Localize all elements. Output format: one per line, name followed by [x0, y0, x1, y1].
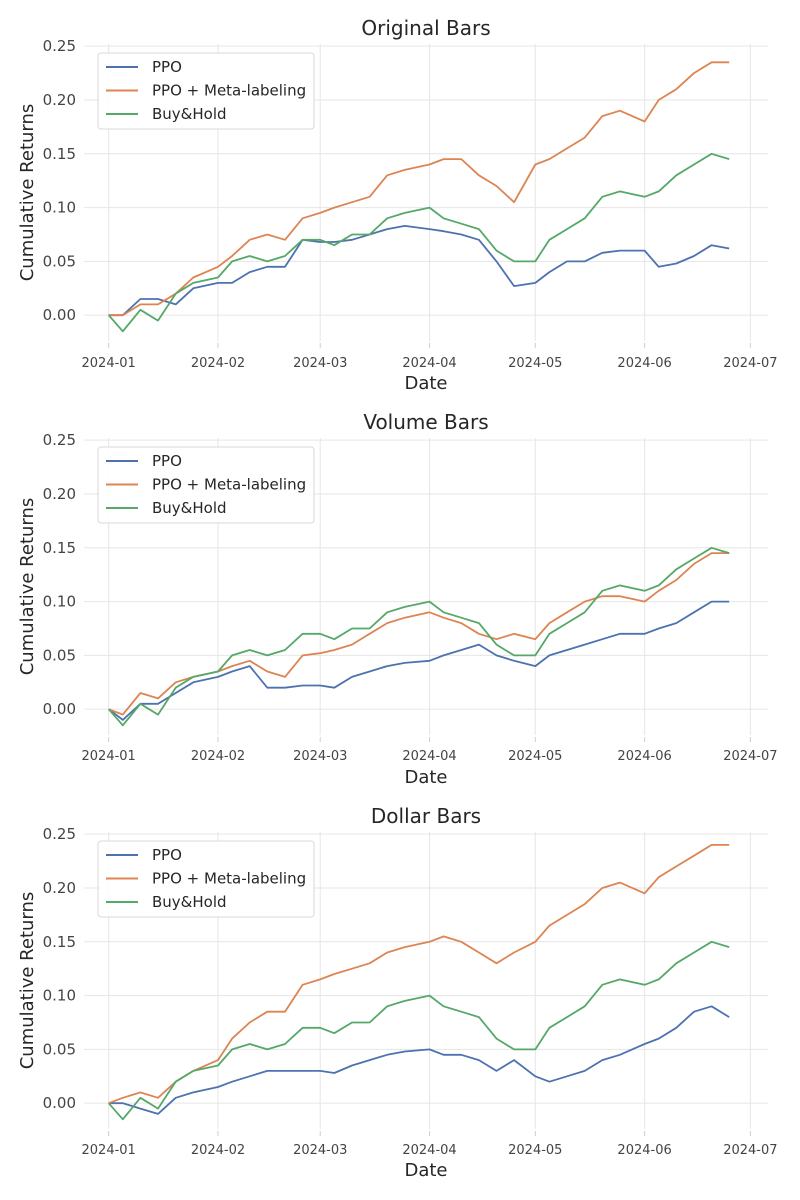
plot-title: Volume Bars [363, 410, 488, 434]
x-tick-label: 2024-06 [617, 749, 671, 764]
legend-box [97, 840, 315, 918]
x-tick-label: 2024-04 [402, 356, 456, 371]
x-tick-label: 2024-04 [402, 749, 456, 764]
subplot-2: Dollar Bars 0.00 0.05 0.10 0.15 0.20 0.25 2024-… [17, 804, 778, 1181]
x-tick-label: 2024-06 [617, 1143, 671, 1158]
legend-label: Buy&Hold [152, 499, 227, 517]
legend-box [97, 52, 315, 130]
y-tick-label: 0.10 [43, 593, 76, 611]
legend: PPO PPO + Meta-labeling Buy&Hold [97, 446, 315, 524]
x-tick-label: 2024-03 [293, 749, 347, 764]
y-tick-label: 0.10 [43, 199, 76, 217]
x-tick-label: 2024-02 [191, 749, 245, 764]
x-tick-label: 2024-05 [508, 356, 562, 371]
series-line-ppo [108, 600, 730, 721]
legend-label: PPO [152, 846, 182, 864]
y-tick-label: 0.05 [43, 252, 76, 270]
y-tick-label: 0.15 [43, 145, 76, 163]
subplot-0: Original Bars 0.00 0.05 0.10 0.15 0.20 0.25 202… [17, 16, 778, 394]
subplot-1: Volume Bars 0.00 0.05 0.10 0.15 0.20 0.25 2024-… [17, 410, 778, 788]
x-tick-label: 2024-03 [293, 356, 347, 371]
series-line-buy-hold [108, 152, 730, 333]
x-tick-label: 2024-07 [723, 356, 777, 371]
y-tick-label: 0.25 [43, 825, 76, 843]
y-tick-label: 0.10 [43, 987, 76, 1005]
y-tick-label: 0.00 [43, 700, 76, 718]
legend-label: Buy&Hold [152, 105, 227, 123]
y-tick-label: 0.15 [43, 933, 76, 951]
plot-title: Original Bars [361, 16, 490, 40]
x-tick-label: 2024-03 [293, 1143, 347, 1158]
legend-box [97, 446, 315, 524]
x-tick-label: 2024-05 [508, 1143, 562, 1158]
x-axis-label: Date [404, 767, 447, 788]
series-line-ppo-meta-labeling [108, 844, 730, 1105]
legend-label: PPO + Meta-labeling [152, 476, 306, 494]
legend: PPO PPO + Meta-labeling Buy&Hold [97, 840, 315, 918]
y-tick-label: 0.20 [43, 879, 76, 897]
series-line-buy-hold [108, 940, 730, 1121]
series-line-ppo [108, 1005, 730, 1115]
x-tick-label: 2024-05 [508, 749, 562, 764]
y-tick-label: 0.25 [43, 431, 76, 449]
series-line-ppo [108, 224, 730, 317]
y-tick-label: 0.00 [43, 1094, 76, 1112]
x-tick-label: 2024-01 [82, 1143, 136, 1158]
legend-label: PPO + Meta-labeling [152, 82, 306, 100]
x-tick-label: 2024-07 [723, 1143, 777, 1158]
y-tick-label: 0.00 [43, 306, 76, 324]
legend-label: PPO [152, 58, 182, 76]
legend: PPO PPO + Meta-labeling Buy&Hold [97, 52, 315, 130]
x-tick-label: 2024-02 [191, 1143, 245, 1158]
x-tick-label: 2024-01 [82, 356, 136, 371]
x-tick-label: 2024-06 [617, 356, 671, 371]
y-tick-label: 0.15 [43, 539, 76, 557]
legend-label: Buy&Hold [152, 893, 227, 911]
y-axis-label: Cumulative Returns [17, 104, 38, 282]
plot-title: Dollar Bars [371, 804, 481, 828]
y-tick-label: 0.20 [43, 91, 76, 109]
y-tick-label: 0.25 [43, 37, 76, 55]
y-axis-label: Cumulative Returns [17, 892, 38, 1070]
legend-label: PPO [152, 452, 182, 470]
x-tick-label: 2024-04 [402, 1143, 456, 1158]
legend-label: PPO + Meta-labeling [152, 870, 306, 888]
x-tick-label: 2024-02 [191, 356, 245, 371]
y-tick-label: 0.20 [43, 485, 76, 503]
y-tick-label: 0.05 [43, 1040, 76, 1058]
x-tick-label: 2024-01 [82, 749, 136, 764]
series-line-buy-hold [108, 546, 730, 727]
x-axis-label: Date [404, 373, 447, 394]
x-tick-label: 2024-07 [723, 749, 777, 764]
y-axis-label: Cumulative Returns [17, 498, 38, 676]
y-tick-label: 0.05 [43, 646, 76, 664]
x-axis-label: Date [404, 1160, 447, 1181]
series-line-ppo-meta-labeling [108, 61, 730, 317]
